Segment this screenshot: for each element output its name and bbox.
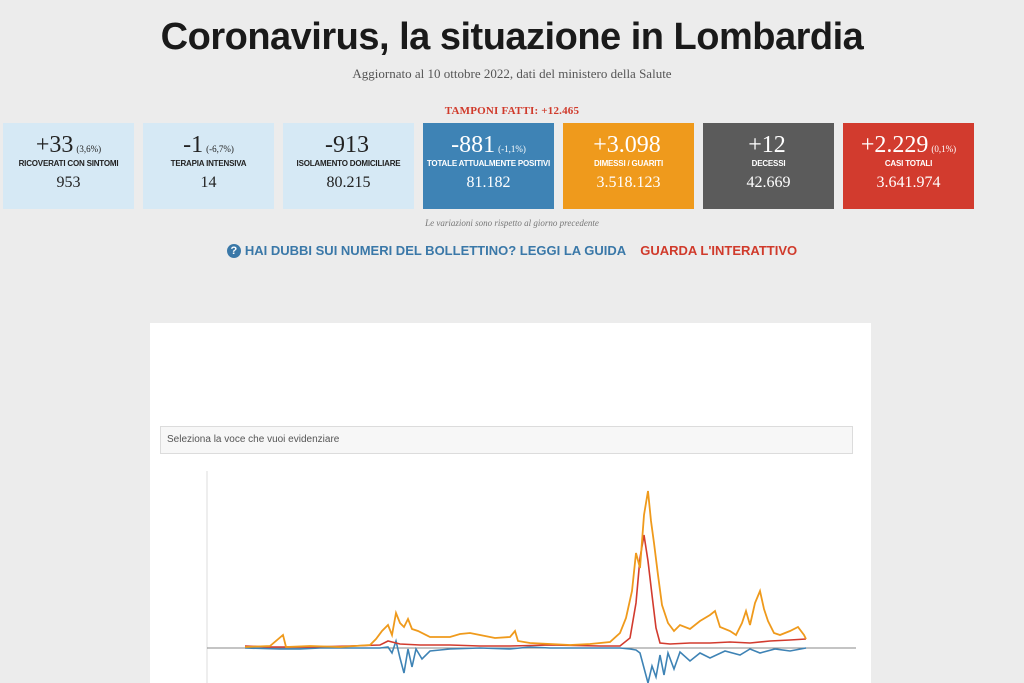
card-total: 3.518.123 bbox=[596, 174, 661, 191]
links-row: ? HAI DUBBI SUI NUMERI DEL BOLLETTINO? LE… bbox=[0, 243, 1024, 258]
card-pct: (3,6%) bbox=[76, 144, 102, 154]
card-delta: +33 bbox=[35, 132, 74, 158]
tamponi-count: TAMPONI FATTI: +12.465 bbox=[444, 105, 580, 117]
card-delta: -913 bbox=[325, 132, 369, 158]
card-total: 14 bbox=[200, 174, 217, 191]
card-label: TERAPIA INTENSIVA bbox=[170, 159, 247, 168]
card-label: CASI TOTALI bbox=[884, 159, 933, 168]
card-total: 80.215 bbox=[326, 174, 371, 191]
guide-link-label: HAI DUBBI SUI NUMERI DEL BOLLETTINO? LEG… bbox=[244, 243, 627, 258]
guide-link[interactable]: ? HAI DUBBI SUI NUMERI DEL BOLLETTINO? LE… bbox=[226, 243, 627, 258]
card-terapia-intensiva: -1 (-6,7%) TERAPIA INTENSIVA 14 bbox=[143, 123, 274, 209]
card-delta: +3.098 bbox=[593, 132, 661, 158]
card-label: RICOVERATI CON SINTOMI bbox=[18, 159, 119, 168]
card-total: 81.182 bbox=[466, 174, 511, 191]
stats-cards: +33 (3,6%) RICOVERATI CON SINTOMI 953 -1(… bbox=[3, 123, 974, 209]
card-total: 3.641.974 bbox=[876, 174, 941, 191]
card-ricoverati: +33 (3,6%) RICOVERATI CON SINTOMI 953 bbox=[3, 123, 134, 209]
card-label: DIMESSI / GUARITI bbox=[593, 159, 664, 168]
question-circle-icon: ? bbox=[226, 244, 241, 258]
card-dimessi-guariti: +3.098 DIMESSI / GUARITI 3.518.123 bbox=[563, 123, 694, 209]
card-pct: (0,1%) bbox=[931, 144, 957, 154]
card-total: 953 bbox=[56, 174, 81, 191]
card-delta: +2.229 bbox=[860, 132, 929, 158]
variation-note: Le variazioni sono rispetto al giorno pr… bbox=[425, 218, 599, 228]
card-decessi: +12 DECESSI 42.669 bbox=[703, 123, 834, 209]
card-pct: (-6,7%) bbox=[206, 144, 234, 154]
page-title: Coronavirus, la situazione in Lombardia bbox=[160, 16, 864, 58]
card-delta: -1 bbox=[183, 132, 204, 158]
card-label: TOTALE ATTUALMENTE POSITIVI bbox=[426, 159, 551, 168]
trend-chart bbox=[206, 471, 856, 683]
series-line-red bbox=[244, 534, 807, 648]
series-select[interactable]: Seleziona la voce che vuoi evidenziare bbox=[160, 426, 853, 454]
series-line-orange bbox=[244, 490, 807, 648]
card-delta: +12 bbox=[748, 132, 786, 158]
card-isolamento: -913 ISOLAMENTO DOMICILIARE 80.215 bbox=[283, 123, 414, 209]
card-pct: (-1,1%) bbox=[498, 144, 526, 154]
interactive-link[interactable]: GUARDA L'INTERATTIVO bbox=[640, 243, 798, 258]
card-total: 42.669 bbox=[746, 174, 791, 191]
page-subtitle: Aggiornato al 10 ottobre 2022, dati del … bbox=[352, 66, 672, 81]
chart-panel: Seleziona la voce che vuoi evidenziare bbox=[150, 323, 871, 683]
card-label: ISOLAMENTO DOMICILIARE bbox=[296, 159, 401, 168]
card-label: DECESSI bbox=[751, 159, 786, 168]
card-delta: -881 bbox=[451, 132, 496, 158]
card-attualmente-positivi: -881 (-1,1%) TOTALE ATTUALMENTE POSITIVI … bbox=[423, 123, 554, 209]
series-line-blue bbox=[244, 638, 807, 683]
card-casi-totali: +2.229 (0,1%) CASI TOTALI 3.641.974 bbox=[843, 123, 974, 209]
